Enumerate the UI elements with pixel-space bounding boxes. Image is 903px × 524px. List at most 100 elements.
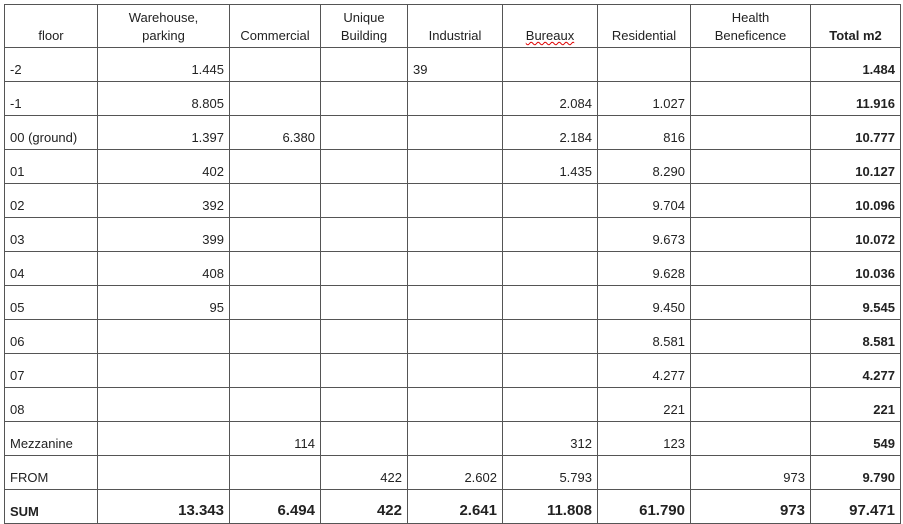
table-cell	[407, 387, 503, 422]
table-row: SUM 13.343 6.494 422 2.641 11.808 61.790 973 97.…	[4, 489, 901, 524]
table-cell: 10.096	[810, 183, 901, 218]
table-row: 04 408 9.628 10.036	[4, 251, 901, 286]
row-label: 07	[4, 353, 98, 388]
table-cell	[690, 183, 811, 218]
table-cell	[320, 387, 408, 422]
table-cell	[407, 115, 503, 150]
table-cell: 95	[97, 285, 230, 320]
table-cell	[229, 319, 321, 354]
table-cell	[502, 183, 598, 218]
table-cell	[229, 149, 321, 184]
table-cell	[690, 217, 811, 252]
table-cell	[229, 251, 321, 286]
table-cell: 4.277	[597, 353, 691, 388]
row-label: 08	[4, 387, 98, 422]
table-cell	[229, 285, 321, 320]
table-cell: 8.290	[597, 149, 691, 184]
table-cell	[320, 115, 408, 150]
table-cell: 1.445	[97, 47, 230, 82]
row-label: FROM	[4, 455, 98, 490]
table-row: -1 8.805 2.084 1.027 11.916	[4, 81, 901, 116]
table-cell: 549	[810, 421, 901, 456]
row-label: Mezzanine	[4, 421, 98, 456]
table-cell: 9.545	[810, 285, 901, 320]
table-cell: 1.435	[502, 149, 598, 184]
table-cell: 8.581	[810, 319, 901, 354]
table-row: FROM 422 2.602 5.793 973 9.790	[4, 455, 901, 490]
table-cell	[690, 149, 811, 184]
table-cell: 10.072	[810, 217, 901, 252]
table-cell: 2.084	[502, 81, 598, 116]
table-header: floor Warehouse, parking Commercial Unique …	[4, 4, 901, 48]
table-cell	[97, 421, 230, 456]
row-label: 00 (ground)	[4, 115, 98, 150]
table-cell: 9.450	[597, 285, 691, 320]
row-label: -2	[4, 47, 98, 82]
table-cell	[407, 421, 503, 456]
table-cell: 6.494	[229, 489, 321, 524]
table-cell	[320, 81, 408, 116]
table-cell	[229, 353, 321, 388]
table-cell	[690, 115, 811, 150]
table-cell: 221	[810, 387, 901, 422]
table-cell	[320, 183, 408, 218]
table-cell	[320, 149, 408, 184]
table-cell	[690, 47, 811, 82]
table-cell: 973	[690, 489, 811, 524]
table-cell	[690, 387, 811, 422]
table-cell	[229, 183, 321, 218]
column-header: Commercial	[229, 4, 321, 48]
row-label: 04	[4, 251, 98, 286]
table-cell: 973	[690, 455, 811, 490]
table-cell: 10.036	[810, 251, 901, 286]
column-header: Warehouse, parking	[97, 4, 230, 48]
table-cell: 1.397	[97, 115, 230, 150]
table-cell: 422	[320, 455, 408, 490]
table-cell	[407, 81, 503, 116]
table-cell: 399	[97, 217, 230, 252]
table-cell	[97, 455, 230, 490]
column-header: Total m2	[810, 4, 901, 48]
table-cell	[502, 47, 598, 82]
table-cell: 114	[229, 421, 321, 456]
table-cell	[229, 47, 321, 82]
table-row: 05 95 9.450 9.545	[4, 285, 901, 320]
table-cell: 312	[502, 421, 598, 456]
table-cell	[320, 421, 408, 456]
floor-area-table: floor Warehouse, parking Commercial Unique …	[4, 4, 901, 524]
table-row: 03 399 9.673 10.072	[4, 217, 901, 252]
table-cell: 8.581	[597, 319, 691, 354]
table-row: 07 4.277 4.277	[4, 353, 901, 388]
table-cell	[229, 81, 321, 116]
table-row: 08 221 221	[4, 387, 901, 422]
table-cell: 9.790	[810, 455, 901, 490]
table-row: Mezzanine 114 312 123 549	[4, 421, 901, 456]
table-cell	[407, 285, 503, 320]
table-cell: 10.127	[810, 149, 901, 184]
table-cell	[97, 319, 230, 354]
row-label: SUM	[4, 489, 98, 524]
column-header: floor	[4, 4, 98, 48]
table-cell: 2.641	[407, 489, 503, 524]
table-cell	[320, 319, 408, 354]
table-cell	[502, 319, 598, 354]
column-header: Unique Building	[320, 4, 408, 48]
row-label: -1	[4, 81, 98, 116]
table-cell	[597, 47, 691, 82]
row-label: 05	[4, 285, 98, 320]
table-row: 01 402 1.435 8.290 10.127	[4, 149, 901, 184]
table-cell: 221	[597, 387, 691, 422]
row-label: 01	[4, 149, 98, 184]
table-cell: 97.471	[810, 489, 901, 524]
table-cell	[690, 285, 811, 320]
table-cell: 13.343	[97, 489, 230, 524]
table-row: 00 (ground) 1.397 6.380 2.184 816 10.777	[4, 115, 901, 150]
row-label: 02	[4, 183, 98, 218]
column-header: Bureaux	[502, 4, 598, 48]
header-row: floor Warehouse, parking Commercial Unique …	[4, 4, 901, 48]
table-cell	[229, 387, 321, 422]
table-cell	[320, 217, 408, 252]
table-cell	[690, 353, 811, 388]
table-cell: 11.916	[810, 81, 901, 116]
table-cell	[502, 251, 598, 286]
